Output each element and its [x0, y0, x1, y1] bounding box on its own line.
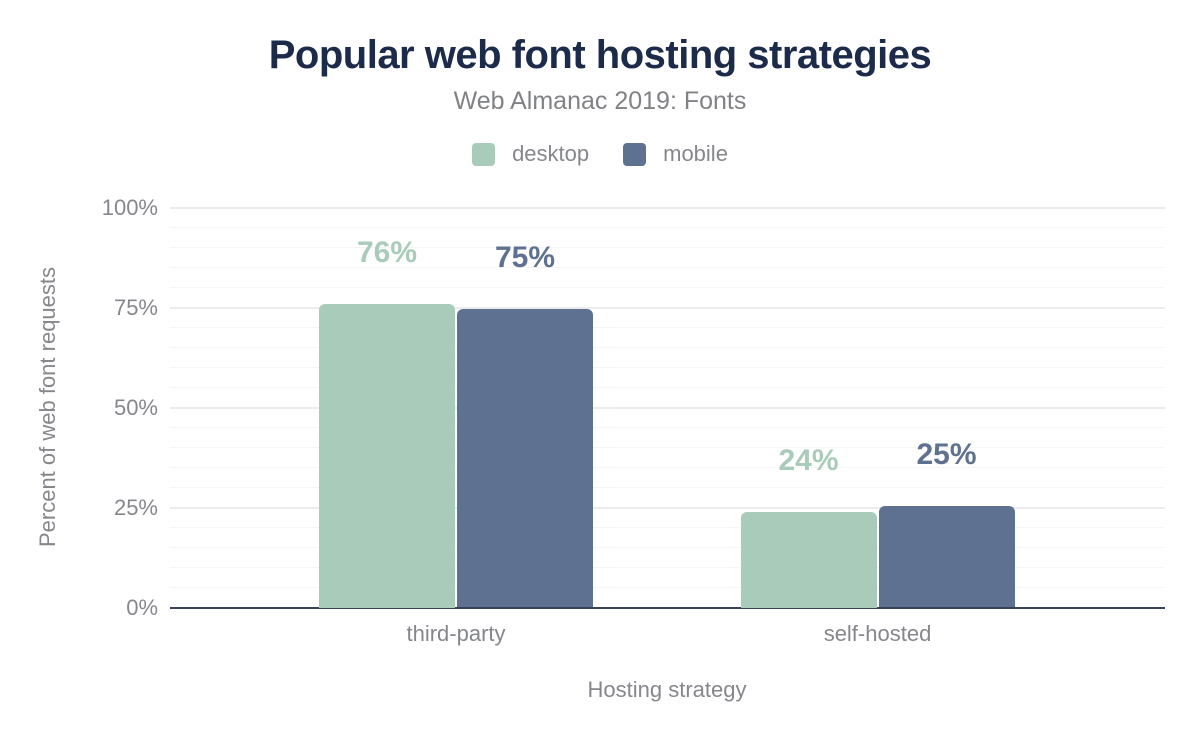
bar-mobile-self-hosted[interactable]	[878, 505, 1015, 608]
gridline-major	[170, 406, 1165, 409]
y-tick-label: 75%	[113, 294, 158, 320]
gridline-minor	[170, 427, 1165, 428]
gridline-minor	[170, 367, 1165, 368]
gridline-minor	[170, 247, 1165, 248]
chart-subtitle: Web Almanac 2019: Fonts	[453, 87, 747, 115]
gridline-minor	[170, 487, 1165, 488]
gridline-minor	[170, 227, 1165, 228]
y-tick-label: 100%	[101, 194, 158, 220]
bar-value-label-desktop-third-party: 76%	[356, 235, 418, 269]
gridline-minor	[170, 267, 1165, 268]
gridline-minor	[170, 447, 1165, 448]
x-axis-title: Hosting strategy	[587, 677, 747, 702]
y-tick-label: 0%	[126, 594, 158, 620]
legend-swatch-desktop	[472, 142, 496, 166]
gridline-minor	[170, 327, 1165, 328]
legend-item-desktop[interactable]: desktop	[472, 141, 589, 167]
chart-title: Popular web font hosting strategies	[268, 33, 932, 77]
gridline-minor	[170, 587, 1165, 588]
legend-item-mobile[interactable]: mobile	[623, 141, 728, 167]
gridline-major	[170, 206, 1165, 209]
gridline-minor	[170, 527, 1165, 528]
gridline-minor	[170, 467, 1165, 468]
bar-mobile-third-party[interactable]	[457, 309, 593, 608]
legend-label-desktop: desktop	[512, 141, 590, 166]
bar-desktop-self-hosted[interactable]	[740, 511, 877, 608]
gridline-major	[170, 506, 1165, 509]
gridline-minor	[170, 567, 1165, 568]
legend-swatch-mobile	[623, 142, 647, 166]
x-tick-label-third-party: third-party	[406, 621, 506, 646]
bar-value-label-desktop-self-hosted: 24%	[778, 443, 839, 477]
gridline-major	[170, 306, 1165, 309]
x-axis-line	[170, 606, 1165, 609]
bar-desktop-third-party[interactable]	[319, 303, 455, 608]
legend: desktop mobile	[0, 141, 1200, 167]
y-axis-title: Percent of web font requests	[35, 266, 60, 548]
x-tick-label-self-hosted: self-hosted	[823, 621, 932, 646]
gridline-minor	[170, 287, 1165, 288]
gridline-minor	[170, 347, 1165, 348]
y-tick-label: 25%	[113, 494, 158, 520]
gridline-minor	[170, 547, 1165, 548]
y-tick-label: 50%	[113, 394, 158, 420]
legend-label-mobile: mobile	[663, 141, 728, 166]
bar-value-label-mobile-third-party: 75%	[494, 241, 556, 275]
bar-value-label-mobile-self-hosted: 25%	[916, 437, 977, 471]
gridline-minor	[170, 387, 1165, 388]
